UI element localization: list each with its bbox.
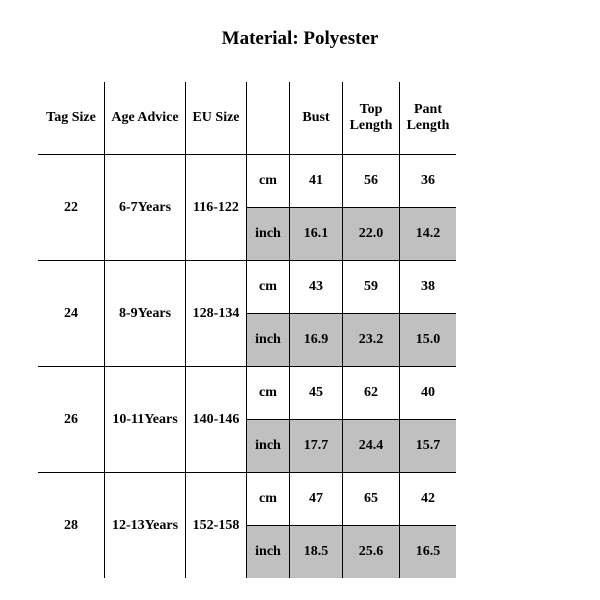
cell-pant-cm: 42 [400, 473, 457, 526]
col-top: Top Length [343, 82, 400, 155]
cell-pant-cm: 36 [400, 155, 457, 208]
cell-unit-inch: inch [247, 420, 290, 473]
cell-eu: 116-122 [186, 155, 247, 261]
col-bust: Bust [290, 82, 343, 155]
cell-bust-inch: 16.1 [290, 208, 343, 261]
cell-age: 12-13Years [105, 473, 186, 579]
cell-pant-inch: 15.0 [400, 314, 457, 367]
size-row-cm: 248-9Years128-134cm435938 [38, 261, 456, 314]
col-tag: Tag Size [38, 82, 105, 155]
cell-bust-cm: 47 [290, 473, 343, 526]
cell-eu: 140-146 [186, 367, 247, 473]
cell-age: 8-9Years [105, 261, 186, 367]
cell-pant-cm: 40 [400, 367, 457, 420]
cell-unit-inch: inch [247, 208, 290, 261]
cell-pant-inch: 15.7 [400, 420, 457, 473]
cell-top-inch: 24.4 [343, 420, 400, 473]
cell-tag: 22 [38, 155, 105, 261]
cell-bust-cm: 43 [290, 261, 343, 314]
cell-age: 6-7Years [105, 155, 186, 261]
cell-top-cm: 59 [343, 261, 400, 314]
col-unit [247, 82, 290, 155]
size-row-cm: 2610-11Years140-146cm456240 [38, 367, 456, 420]
cell-bust-inch: 16.9 [290, 314, 343, 367]
cell-bust-inch: 17.7 [290, 420, 343, 473]
cell-unit-cm: cm [247, 155, 290, 208]
cell-tag: 24 [38, 261, 105, 367]
size-table: Tag Size Age Advice EU Size Bust Top Len… [38, 82, 456, 578]
cell-eu: 152-158 [186, 473, 247, 579]
cell-pant-inch: 16.5 [400, 526, 457, 579]
cell-age: 10-11Years [105, 367, 186, 473]
cell-top-inch: 22.0 [343, 208, 400, 261]
cell-unit-inch: inch [247, 526, 290, 579]
col-pant: Pant Length [400, 82, 457, 155]
size-row-cm: 226-7Years116-122cm415636 [38, 155, 456, 208]
cell-pant-cm: 38 [400, 261, 457, 314]
header-row: Tag Size Age Advice EU Size Bust Top Len… [38, 82, 456, 155]
cell-tag: 26 [38, 367, 105, 473]
cell-eu: 128-134 [186, 261, 247, 367]
size-row-cm: 2812-13Years152-158cm476542 [38, 473, 456, 526]
page-title: Material: Polyester [0, 0, 600, 60]
cell-unit-cm: cm [247, 261, 290, 314]
cell-pant-inch: 14.2 [400, 208, 457, 261]
cell-bust-cm: 45 [290, 367, 343, 420]
cell-unit-inch: inch [247, 314, 290, 367]
cell-top-inch: 23.2 [343, 314, 400, 367]
cell-unit-cm: cm [247, 367, 290, 420]
cell-bust-cm: 41 [290, 155, 343, 208]
cell-top-cm: 65 [343, 473, 400, 526]
cell-tag: 28 [38, 473, 105, 579]
cell-top-inch: 25.6 [343, 526, 400, 579]
cell-bust-inch: 18.5 [290, 526, 343, 579]
col-eu: EU Size [186, 82, 247, 155]
col-age: Age Advice [105, 82, 186, 155]
cell-unit-cm: cm [247, 473, 290, 526]
cell-top-cm: 56 [343, 155, 400, 208]
cell-top-cm: 62 [343, 367, 400, 420]
